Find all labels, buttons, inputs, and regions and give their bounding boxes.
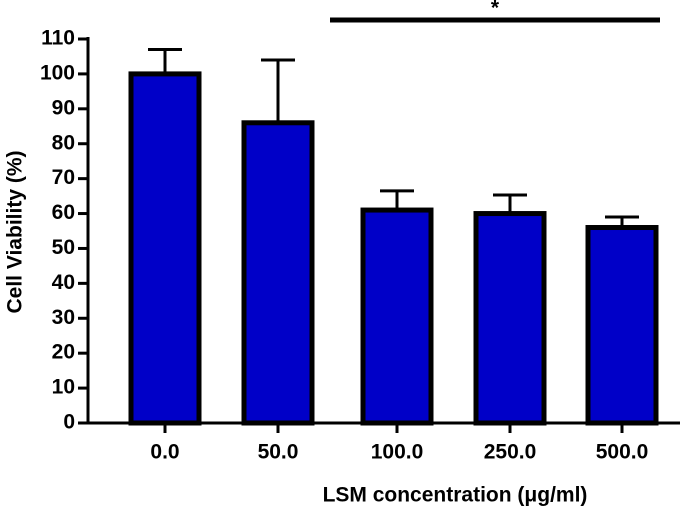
y-tick-label: 30: [52, 306, 75, 329]
significance-marker: *: [491, 0, 500, 20]
y-tick-label: 40: [52, 271, 75, 294]
y-tick-label: 50: [52, 236, 75, 259]
bar: [360, 207, 434, 426]
x-tick-label: 500.0: [596, 441, 649, 464]
x-tick-label: 100.0: [371, 441, 424, 464]
y-tick-label: 80: [52, 131, 75, 154]
y-tick-label: 60: [52, 201, 75, 224]
bar: [241, 120, 315, 426]
y-tick-label: 10: [52, 376, 75, 399]
bar: [128, 71, 202, 426]
bar: [473, 211, 547, 426]
bar: [585, 225, 659, 426]
y-tick-label: 100: [40, 61, 75, 84]
y-tick-label: 70: [52, 166, 75, 189]
x-tick-label: 50.0: [258, 441, 299, 464]
x-tick-label: 0.0: [150, 441, 179, 464]
y-tick-label: 90: [52, 96, 75, 119]
y-tick-label: 20: [52, 341, 75, 364]
y-tick-label: 110: [41, 27, 75, 50]
x-axis-label: LSM concentration (μg/ml): [323, 484, 588, 507]
y-tick-label: 0: [63, 411, 75, 434]
y-axis-label: Cell Viability (%): [4, 151, 27, 314]
x-tick-label: 250.0: [484, 441, 537, 464]
